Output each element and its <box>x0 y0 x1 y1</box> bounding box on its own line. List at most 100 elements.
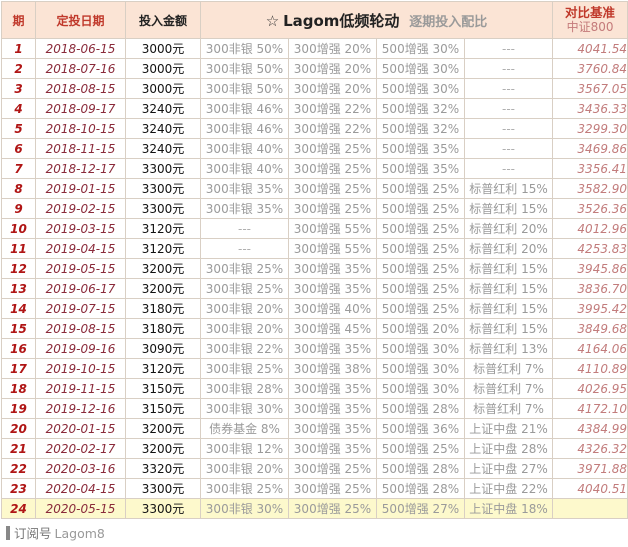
invest-date: 2019-11-15 <box>35 378 126 399</box>
allocation-2: 300增强 25% <box>288 458 377 479</box>
allocation-1: 300非银 50% <box>200 38 289 59</box>
allocation-1: 300非银 20% <box>200 318 289 339</box>
invest-date: 2019-10-15 <box>35 358 126 379</box>
invest-amount: 3300元 <box>125 198 201 219</box>
table-title: Lagom低频轮动 <box>283 11 400 30</box>
period-number: 13 <box>1 278 36 299</box>
allocation-3: 500增强 32% <box>376 118 465 139</box>
allocation-4: 上证中盘 22% <box>463 478 554 499</box>
period-number: 23 <box>1 478 36 499</box>
invest-date: 2019-02-15 <box>35 198 126 219</box>
invest-date: 2020-03-16 <box>35 458 126 479</box>
table-row: 3 2018-08-15 3000元 300非银 50% 300增强 20% 500增强 … <box>1 78 628 99</box>
allocation-4: 标普红利 15% <box>463 258 554 279</box>
allocation-1: 300非银 12% <box>200 438 289 459</box>
benchmark-value: 3356.41 <box>552 158 628 179</box>
period-number: 19 <box>1 398 36 419</box>
allocation-4: 标普红利 15% <box>463 278 554 299</box>
invest-amount: 3240元 <box>125 138 201 159</box>
allocation-4: 上证中盘 28% <box>463 438 554 459</box>
invest-amount: 3180元 <box>125 298 201 319</box>
allocation-3: 500增强 25% <box>376 178 465 199</box>
invest-date: 2018-11-15 <box>35 138 126 159</box>
allocation-2: 300增强 25% <box>288 478 377 499</box>
allocation-3: 500增强 35% <box>376 138 465 159</box>
period-number: 8 <box>1 178 36 199</box>
allocation-3: 500增强 25% <box>376 438 465 459</box>
table-row: 21 2020-02-17 3200元 300非银 12% 300增强 35% 500增强… <box>1 438 628 459</box>
period-number: 7 <box>1 158 36 179</box>
invest-amount: 3320元 <box>125 458 201 479</box>
footer-label: 订阅号 <box>14 526 52 541</box>
table-row: 1 2018-06-15 3000元 300非银 50% 300增强 20% 500增强 … <box>1 38 628 59</box>
invest-date: 2020-01-15 <box>35 418 126 439</box>
invest-date: 2019-09-16 <box>35 338 126 359</box>
invest-date: 2019-05-15 <box>35 258 126 279</box>
allocation-4: --- <box>463 38 554 59</box>
benchmark-value: 4326.32 <box>552 438 628 459</box>
allocation-1: 300非银 46% <box>200 98 289 119</box>
allocation-2: 300增强 45% <box>288 318 377 339</box>
period-number: 5 <box>1 118 36 139</box>
allocation-4: --- <box>463 98 554 119</box>
header-period: 期 <box>1 1 36 39</box>
allocation-1: 债券基金 8% <box>200 418 289 439</box>
allocation-1: 300非银 25% <box>200 258 289 279</box>
header-row: 期 定投日期 投入金额 ☆ Lagom低频轮动 逐期投入配比 对比基准 中证80… <box>1 1 628 39</box>
period-number: 12 <box>1 258 36 279</box>
benchmark-value: 3836.70 <box>552 278 628 299</box>
header-benchmark: 对比基准 中证800 <box>552 1 628 39</box>
period-number: 3 <box>1 78 36 99</box>
benchmark-value: 4012.96 <box>552 218 628 239</box>
benchmark-value: 3582.90 <box>552 178 628 199</box>
period-number: 24 <box>1 498 36 519</box>
allocation-2: 300增强 25% <box>288 138 377 159</box>
invest-amount: 3000元 <box>125 58 201 79</box>
allocation-2: 300增强 35% <box>288 338 377 359</box>
period-number: 10 <box>1 218 36 239</box>
allocation-3: 500增强 30% <box>376 338 465 359</box>
footer-bar-icon <box>6 526 10 540</box>
table-row: 8 2019-01-15 3300元 300非银 35% 300增强 25% 500增强 … <box>1 178 628 199</box>
invest-amount: 3090元 <box>125 338 201 359</box>
invest-amount: 3240元 <box>125 118 201 139</box>
allocation-3: 500增强 30% <box>376 358 465 379</box>
period-number: 14 <box>1 298 36 319</box>
period-number: 16 <box>1 338 36 359</box>
invest-date: 2020-04-15 <box>35 478 126 499</box>
invest-amount: 3240元 <box>125 98 201 119</box>
allocation-3: 500增强 25% <box>376 298 465 319</box>
table-row: 10 2019-03-15 3120元 --- 300增强 55% 500增强 25% 标普… <box>1 218 628 239</box>
allocation-4: --- <box>463 118 554 139</box>
period-number: 11 <box>1 238 36 259</box>
invest-date: 2018-09-17 <box>35 98 126 119</box>
invest-amount: 3300元 <box>125 158 201 179</box>
table-row: 16 2019-09-16 3090元 300非银 22% 300增强 35% 500增强… <box>1 338 628 359</box>
benchmark-value: 4384.99 <box>552 418 628 439</box>
star-icon: ☆ <box>265 11 280 30</box>
allocation-2: 300增强 55% <box>288 218 377 239</box>
invest-date: 2019-08-15 <box>35 318 126 339</box>
invest-date: 2019-04-15 <box>35 238 126 259</box>
invest-amount: 3000元 <box>125 38 201 59</box>
invest-amount: 3180元 <box>125 318 201 339</box>
allocation-4: 标普红利 20% <box>463 218 554 239</box>
benchmark-value: 4253.83 <box>552 238 628 259</box>
allocation-1: 300非银 40% <box>200 138 289 159</box>
header-date: 定投日期 <box>35 1 126 39</box>
allocation-2: 300增强 35% <box>288 438 377 459</box>
allocation-4: --- <box>463 158 554 179</box>
allocation-4: 标普红利 7% <box>463 378 554 399</box>
allocation-2: 300增强 25% <box>288 198 377 219</box>
period-number: 1 <box>1 38 36 59</box>
invest-date: 2019-12-16 <box>35 398 126 419</box>
invest-amount: 3200元 <box>125 258 201 279</box>
allocation-3: 500增强 30% <box>376 38 465 59</box>
benchmark-value: 3971.88 <box>552 458 628 479</box>
table-row: 7 2018-12-17 3300元 300非银 40% 300增强 25% 500增强 … <box>1 158 628 179</box>
allocation-4: 标普红利 15% <box>463 198 554 219</box>
period-number: 22 <box>1 458 36 479</box>
invest-date: 2019-03-15 <box>35 218 126 239</box>
allocation-1: 300非银 30% <box>200 498 289 519</box>
allocation-2: 300增强 40% <box>288 298 377 319</box>
